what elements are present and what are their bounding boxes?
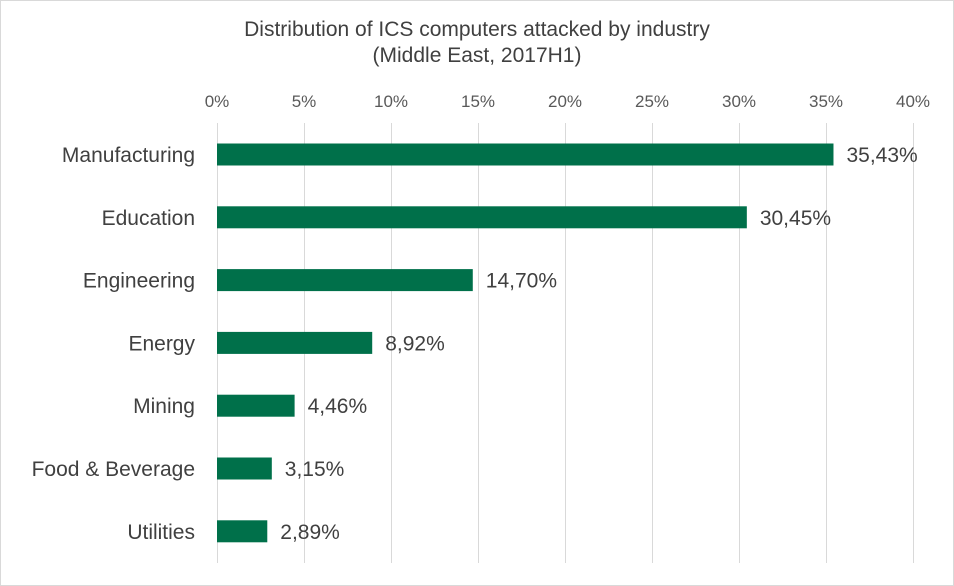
data-label: 2,89% [280,521,340,544]
bar [217,143,834,166]
x-tick-label: 10% [374,92,408,111]
chart-title: Distribution of ICS computers attacked b… [244,18,710,41]
category-label: Utilities [127,521,195,544]
chart-title-block: Distribution of ICS computers attacked b… [1,17,953,69]
x-tick-label: 5% [292,92,317,111]
category-label: Engineering [83,270,195,293]
bar [217,331,373,354]
bar [217,457,272,480]
chart-subtitle: (Middle East, 2017H1) [372,44,582,67]
bar [217,394,295,417]
data-label: 35,43% [846,144,917,167]
category-label: Manufacturing [62,144,195,167]
bar [217,269,473,292]
category-label: Mining [133,395,195,418]
data-label: 4,46% [308,395,368,418]
data-label: 8,92% [385,332,445,355]
bar [217,520,268,543]
x-tick-label: 30% [722,92,756,111]
bar [217,206,747,229]
category-label: Energy [128,332,195,355]
data-label: 30,45% [760,207,831,230]
category-label: Food & Beverage [32,458,195,481]
x-tick-label: 40% [896,92,930,111]
x-tick-label: 0% [205,92,230,111]
x-tick-label: 35% [809,92,843,111]
data-label: 14,70% [486,270,557,293]
category-label: Education [102,207,195,230]
data-label: 3,15% [285,458,345,481]
x-tick-label: 20% [548,92,582,111]
x-tick-label: 25% [635,92,669,111]
x-tick-label: 15% [461,92,495,111]
